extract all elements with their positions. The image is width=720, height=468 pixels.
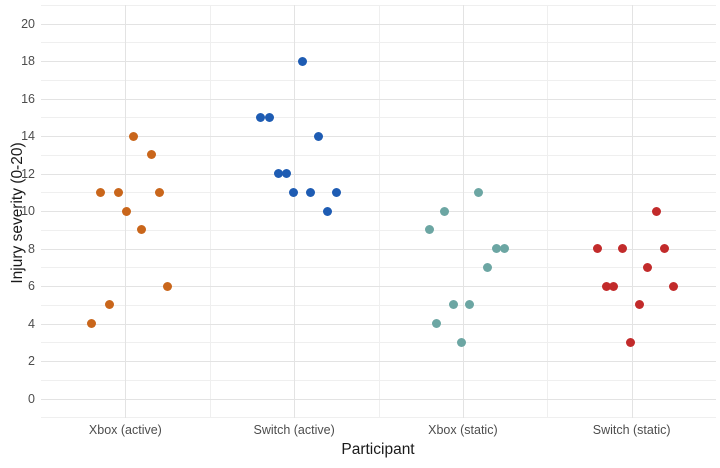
- data-point: [449, 300, 459, 310]
- x-category-label: Xbox (static): [428, 423, 498, 437]
- data-point: [147, 150, 157, 160]
- gridline-major-horizontal: [41, 61, 716, 63]
- y-tick-label: 18: [21, 54, 35, 69]
- y-tick-label: 20: [21, 16, 35, 31]
- data-point: [668, 281, 678, 291]
- data-point: [500, 244, 510, 254]
- data-point: [137, 225, 147, 235]
- data-point: [457, 337, 467, 347]
- data-point: [265, 112, 275, 122]
- gridline-major-horizontal: [41, 23, 716, 25]
- data-point: [87, 319, 97, 329]
- y-tick-label: 0: [28, 391, 35, 406]
- data-point: [298, 56, 308, 66]
- data-point: [129, 131, 139, 141]
- y-tick-label: 2: [28, 354, 35, 369]
- y-tick-label: 10: [21, 204, 35, 219]
- x-axis-title: Participant: [341, 441, 415, 458]
- data-point: [122, 206, 132, 216]
- data-point: [96, 187, 106, 197]
- gridline-major-vertical: [462, 5, 464, 418]
- gridline-major-horizontal: [41, 323, 716, 325]
- x-category-label: Switch (active): [253, 423, 335, 437]
- x-category-label: Switch (static): [592, 423, 671, 437]
- data-point: [642, 262, 652, 272]
- gridline-major-horizontal: [41, 98, 716, 100]
- gridline-major-vertical: [631, 5, 633, 418]
- data-point: [465, 300, 475, 310]
- data-point: [274, 169, 284, 179]
- data-point: [323, 206, 333, 216]
- gridline-major-horizontal: [41, 398, 716, 400]
- data-point: [474, 187, 484, 197]
- plot-area: [41, 4, 716, 419]
- data-point: [617, 244, 627, 254]
- data-point: [163, 281, 173, 291]
- data-point: [601, 281, 611, 291]
- gridline-major-horizontal: [41, 136, 716, 138]
- x-category-label: Xbox (active): [88, 423, 162, 437]
- gridline-major-horizontal: [41, 248, 716, 250]
- data-point: [282, 169, 292, 179]
- data-point: [155, 187, 165, 197]
- data-point: [483, 262, 493, 272]
- data-point: [440, 206, 450, 216]
- data-point: [105, 300, 115, 310]
- data-point: [289, 187, 299, 197]
- data-point: [314, 131, 324, 141]
- data-point: [425, 225, 435, 235]
- data-point: [256, 112, 266, 122]
- data-point: [114, 187, 124, 197]
- data-point: [332, 187, 342, 197]
- data-point: [432, 319, 442, 329]
- data-point: [659, 244, 669, 254]
- data-point: [634, 300, 644, 310]
- data-point: [608, 281, 618, 291]
- gridline-major-vertical: [294, 5, 296, 418]
- y-tick-label: 8: [28, 241, 35, 256]
- gridline-major-horizontal: [41, 361, 716, 363]
- data-point: [592, 244, 602, 254]
- gridline-major-horizontal: [41, 286, 716, 288]
- y-tick-label: 6: [28, 279, 35, 294]
- y-tick-label: 4: [28, 316, 35, 331]
- y-tick-label: 16: [21, 91, 35, 106]
- gridline-major-horizontal: [41, 211, 716, 213]
- y-tick-label: 14: [21, 129, 35, 144]
- data-point: [625, 337, 635, 347]
- data-point: [651, 206, 661, 216]
- data-point: [492, 244, 502, 254]
- y-tick-label: 12: [21, 166, 35, 181]
- data-point: [306, 187, 316, 197]
- gridline-major-horizontal: [41, 173, 716, 175]
